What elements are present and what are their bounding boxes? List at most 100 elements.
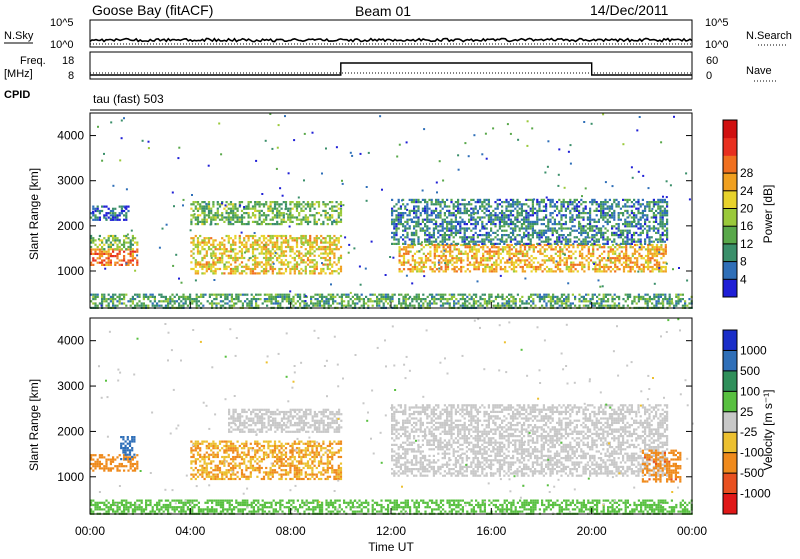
heatmap-cell [550,268,552,270]
heatmap-cell [615,203,617,205]
heatmap-cell [347,296,349,298]
heatmap-cell [435,225,437,227]
heatmap-cell [145,294,147,296]
heatmap-cell [574,208,576,210]
heatmap-cell [343,294,345,296]
heatmap-cell [322,221,324,223]
heatmap-cell [664,296,666,298]
heatmap-cell [408,298,410,300]
heatmap-cell [512,300,514,302]
heatmap-cell [163,300,165,302]
heatmap-cell [658,262,660,264]
heatmap-cell [532,302,534,304]
heatmap-cell [596,203,598,205]
heatmap-cell [569,238,571,240]
heatmap-cell [311,214,313,216]
heatmap-cell [581,195,583,197]
heatmap-cell [536,236,538,238]
heatmap-cell [490,243,492,245]
heatmap-cell [530,199,532,201]
heatmap-cell [565,296,567,298]
heatmap-cell [278,212,280,214]
heatmap-cell [183,199,185,201]
heatmap-cell [448,205,450,207]
heatmap-cell [415,212,417,214]
heatmap-cell [215,264,217,266]
heatmap-cell [631,302,633,304]
heatmap-cell [435,201,437,203]
heatmap-cell [409,238,411,240]
heatmap-cell [632,255,634,257]
heatmap-cell [508,223,510,225]
heatmap-cell [483,227,485,229]
heatmap-cell [270,255,272,257]
heatmap-cell [127,248,129,250]
heatmap-cell [418,262,420,264]
heatmap-cell [624,210,626,212]
heatmap-cell [466,296,468,298]
heatmap-cell [398,241,400,243]
heatmap-cell [644,298,646,300]
heatmap-cell [618,214,620,216]
heatmap-cell [233,305,235,307]
heatmap-cell [294,268,296,270]
heatmap-cell [119,248,121,250]
heatmap-cell [407,259,409,261]
heatmap-cell [320,253,322,255]
heatmap-cell [254,201,256,203]
heatmap-cell [309,261,311,263]
heatmap-cell [574,230,576,232]
heatmap-cell [530,208,532,210]
heatmap-cell [427,257,429,259]
heatmap-cell [442,243,444,245]
heatmap-cell [684,300,686,302]
heatmap-cell [232,272,234,274]
heatmap-cell [516,201,518,203]
heatmap-cell [473,257,475,259]
heatmap-cell [613,238,615,240]
heatmap-cell [483,216,485,218]
heatmap-cell [637,271,639,273]
heatmap-cell [300,259,302,261]
heatmap-cell [261,242,263,244]
heatmap-cell [591,201,593,203]
heatmap-cell [444,214,446,216]
heatmap-cell [624,236,626,238]
heatmap-cell [508,236,510,238]
heatmap-cell [622,223,624,225]
heatmap-cell [459,230,461,232]
heatmap-cell [567,234,569,236]
heatmap-cell [618,296,620,298]
heatmap-cell [653,305,655,307]
heatmap-cell [263,237,265,239]
heatmap-cell [513,266,515,268]
heatmap-cell [497,199,499,201]
heatmap-cell [572,294,574,296]
heatmap-cell [230,264,232,266]
heatmap-cell [556,241,558,243]
heatmap-cell [253,296,255,298]
heatmap-cell [490,241,492,243]
heatmap-cell [536,201,538,203]
heatmap-cell [287,244,289,246]
heatmap-cell [243,257,245,259]
heatmap-cell [532,225,534,227]
heatmap-cell [108,237,110,239]
heatmap-cell [132,302,134,304]
heatmap-cell [517,251,519,253]
heatmap-cell [217,248,219,250]
heatmap-cell [487,251,489,253]
heatmap-cell [369,294,371,296]
heatmap-cell [356,294,358,296]
heatmap-cell [671,300,673,302]
heatmap-cell [503,212,505,214]
heatmap-cell [498,255,500,257]
heatmap-cell [210,219,212,221]
heatmap-cell [585,305,587,307]
heatmap-cell [558,238,560,240]
heatmap-cell [636,264,638,266]
heatmap-cell [600,227,602,229]
heatmap-cell [624,219,626,221]
heatmap-cell [532,230,534,232]
heatmap-cell [547,230,549,232]
